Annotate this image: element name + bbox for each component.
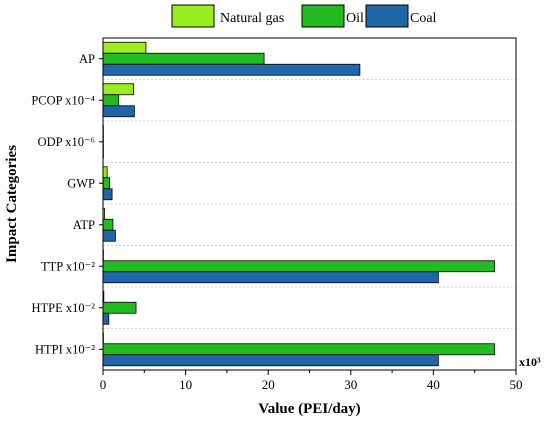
x-tick-label: 40 <box>427 377 440 392</box>
legend: Natural gas Oil Coal <box>172 5 437 27</box>
x-tick-label: 20 <box>262 377 275 392</box>
bar-oil <box>103 302 136 313</box>
legend-label: Oil <box>346 11 364 26</box>
category-label: HTPE x10⁻² <box>32 301 96 315</box>
category-label: HTPI x10⁻² <box>35 342 95 356</box>
x-axis-title: Value (PEI/day) <box>258 401 360 417</box>
category-label: PCOP x10⁻⁴ <box>31 93 95 107</box>
x-tick-label: 50 <box>510 377 523 392</box>
category-label: ATP <box>73 218 95 232</box>
category-label: GWP <box>67 176 95 190</box>
bar-coal <box>103 230 115 241</box>
bar-coal <box>103 313 109 324</box>
bar-oil <box>103 344 495 355</box>
category-label: TTP x10⁻² <box>41 259 95 273</box>
bar-oil <box>103 178 110 189</box>
bar-oil <box>103 95 119 106</box>
x-tick-label: 10 <box>179 377 192 392</box>
bar-coal <box>103 64 360 75</box>
bar-coal <box>103 106 134 117</box>
y-axis-title: Impact Categories <box>4 145 20 263</box>
bar-oil <box>103 261 495 272</box>
bar-oil <box>103 219 113 230</box>
y-axis: AP PCOP x10⁻⁴ ODP x10⁻⁶ GWP ATP TTP x10⁻² HTPE… <box>31 52 103 357</box>
bar-natural-gas <box>103 42 146 53</box>
plot-frame <box>103 38 516 370</box>
bar-coal <box>103 355 438 366</box>
bar-coal <box>103 189 112 200</box>
x-tick-label: 30 <box>344 377 357 392</box>
legend-swatch <box>172 5 214 27</box>
legend-swatch <box>302 5 344 27</box>
bar-natural-gas <box>103 84 134 95</box>
legend-label: Natural gas <box>220 11 284 26</box>
bar-natural-gas <box>103 167 107 178</box>
bar-coal <box>103 272 438 283</box>
x-tick-label: 0 <box>100 377 107 392</box>
grid <box>103 80 516 329</box>
category-label: ODP x10⁻⁶ <box>38 135 95 149</box>
bar-oil <box>103 53 264 64</box>
category-label: AP <box>79 52 95 66</box>
legend-swatch <box>366 5 408 27</box>
x-multiplier-label: x10³ <box>519 355 541 369</box>
legend-label: Coal <box>410 11 437 26</box>
x-axis: 0 10 20 30 40 50 <box>100 370 523 392</box>
